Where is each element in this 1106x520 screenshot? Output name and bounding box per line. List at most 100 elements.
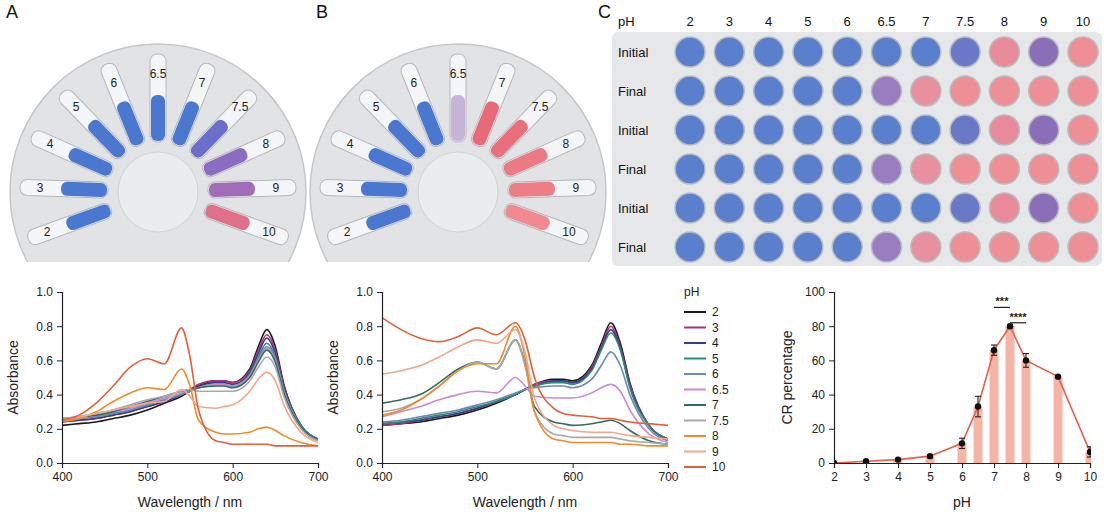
tick: 5 xyxy=(927,463,934,484)
tube-label: 4 xyxy=(347,137,354,151)
tick-mark xyxy=(377,395,382,396)
tube-liquid xyxy=(64,203,112,232)
figure-svg: ABC234566.577.58910234566.577.58910pH234… xyxy=(0,0,1106,520)
tick-mark xyxy=(377,429,382,430)
error-cap xyxy=(1087,456,1091,457)
tick: 0.0 xyxy=(356,456,382,470)
tube-body xyxy=(399,61,447,149)
tick: 400 xyxy=(372,463,392,484)
tube-liquid xyxy=(502,146,550,177)
tube-liquid xyxy=(415,99,445,147)
tube-liquid xyxy=(504,203,552,232)
y-axis-title: CR percentage xyxy=(779,330,795,424)
tube xyxy=(26,202,114,247)
tick-label: 9 xyxy=(1055,470,1062,484)
legend-swatch xyxy=(684,327,706,329)
series-line xyxy=(382,330,668,439)
legend-label: 3 xyxy=(712,321,719,335)
well xyxy=(989,232,1019,262)
tube xyxy=(450,54,466,142)
legend-swatch xyxy=(684,404,706,406)
tube xyxy=(508,179,597,198)
tick-mark xyxy=(829,326,834,327)
well xyxy=(714,115,744,145)
marker xyxy=(1007,323,1013,329)
tick-label: 1.0 xyxy=(36,285,53,299)
column-label: 9 xyxy=(1040,14,1047,29)
well xyxy=(754,76,784,106)
tick-mark xyxy=(829,463,834,464)
legend-label: 7.5 xyxy=(712,414,729,428)
legend-swatch xyxy=(684,373,706,375)
tube-body xyxy=(99,61,147,149)
tick: 700 xyxy=(658,463,678,484)
error-cap xyxy=(975,416,981,417)
well xyxy=(1029,37,1059,67)
tick-label: 5 xyxy=(927,470,934,484)
tick: 600 xyxy=(223,463,243,484)
tick: 20 xyxy=(812,422,834,436)
panel-label: B xyxy=(316,2,328,22)
well xyxy=(675,37,705,67)
well xyxy=(1029,154,1059,184)
tube-label: 10 xyxy=(562,225,576,239)
error-cap xyxy=(959,448,965,449)
well xyxy=(675,193,705,223)
well xyxy=(714,232,744,262)
tick: 60 xyxy=(812,354,834,368)
error-cap xyxy=(1023,353,1029,354)
marker xyxy=(1055,373,1061,379)
marker xyxy=(1087,449,1091,455)
y-axis-title: Absorbance xyxy=(325,340,341,415)
tick-label: 400 xyxy=(372,470,392,484)
series-line xyxy=(382,326,668,439)
tick-label: 0.4 xyxy=(36,388,53,402)
tick-mark xyxy=(866,463,867,468)
well xyxy=(989,115,1019,145)
y-axis: 0.00.20.40.60.81.0 xyxy=(356,285,382,470)
tick-mark xyxy=(829,395,834,396)
x-axis: 2345678910 xyxy=(831,463,1097,484)
tick-mark xyxy=(829,292,834,293)
well xyxy=(872,193,902,223)
plot-area xyxy=(834,323,1091,463)
tick-label: 500 xyxy=(468,470,488,484)
tick: 10 xyxy=(1084,463,1098,484)
axis-line xyxy=(383,464,669,469)
tube-liquid xyxy=(115,99,145,147)
legend-swatch xyxy=(684,358,706,360)
tube-label: 4 xyxy=(47,137,54,151)
tube-label: 2 xyxy=(344,225,351,239)
legend-title: pH xyxy=(684,285,699,299)
well xyxy=(793,154,823,184)
tick-label: 600 xyxy=(223,470,243,484)
tick: 0.2 xyxy=(356,422,382,436)
tick-label: 0.8 xyxy=(356,320,373,334)
tube-label: 6 xyxy=(110,76,117,90)
tick-label: 0.0 xyxy=(36,456,53,470)
error-bar xyxy=(1023,354,1029,368)
error-bar xyxy=(959,438,965,448)
well xyxy=(714,193,744,223)
error-cap xyxy=(991,344,997,345)
tube-label: 7.5 xyxy=(232,100,249,114)
well xyxy=(872,232,902,262)
well xyxy=(989,154,1019,184)
tube-label: 8 xyxy=(562,137,569,151)
tick-label: 700 xyxy=(308,470,328,484)
error-cap xyxy=(991,355,997,356)
well xyxy=(1068,154,1098,184)
tick: 9 xyxy=(1055,463,1062,484)
tick-label: 20 xyxy=(812,422,826,436)
tube-label: 6.5 xyxy=(450,67,467,81)
legend-swatch xyxy=(684,342,706,344)
tick-mark xyxy=(994,463,995,468)
marker xyxy=(863,458,869,463)
tube-photo xyxy=(10,44,306,262)
tube-body xyxy=(500,129,587,179)
well xyxy=(754,37,784,67)
tube-body xyxy=(208,179,297,198)
tube-label: 5 xyxy=(73,100,80,114)
well xyxy=(872,37,902,67)
tick: 7 xyxy=(991,463,998,484)
